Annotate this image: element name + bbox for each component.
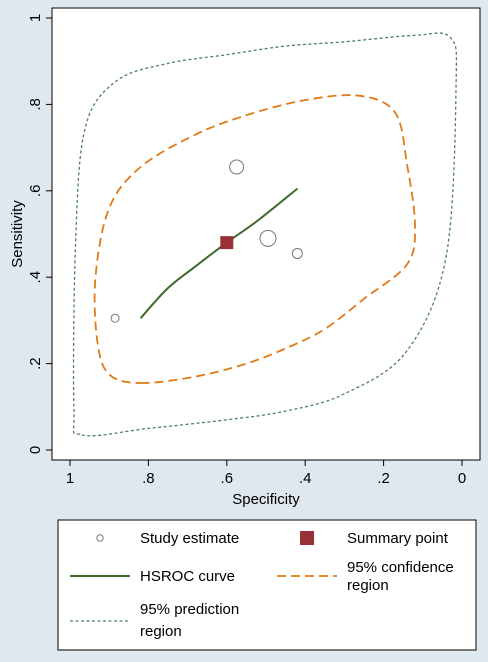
- y-tick-label: 1: [27, 14, 44, 22]
- study-estimate-point: [259, 229, 277, 247]
- y-tick-label: 0: [27, 446, 44, 454]
- y-tick-label: .4: [27, 271, 44, 284]
- legend-summary-label: Summary point: [347, 530, 449, 547]
- x-tick-label: .2: [377, 470, 390, 487]
- legend-summary-symbol: [300, 531, 314, 545]
- legend-conf-label-line2: region: [347, 577, 389, 594]
- y-tick-label: .6: [27, 185, 44, 198]
- y-tick-label: .8: [27, 98, 44, 111]
- x-tick-label: 0: [458, 470, 466, 487]
- x-axis-title: Specificity: [232, 491, 300, 508]
- summary-point: [220, 236, 234, 250]
- x-tick-label: .4: [299, 470, 312, 487]
- hsroc-curve: [139, 187, 299, 319]
- legend-box: [57, 519, 477, 651]
- legend-study-label: Study estimate: [140, 530, 239, 547]
- study-estimate-point: [291, 247, 303, 259]
- regions: [72, 32, 458, 437]
- confidence-region: [93, 94, 416, 384]
- legend-hsroc-label: HSROC curve: [140, 568, 235, 585]
- x-tick-label: .6: [221, 470, 234, 487]
- marks: [110, 159, 303, 323]
- legend-conf-label-line1: 95% confidence: [347, 559, 454, 576]
- study-estimate-point: [110, 313, 120, 323]
- y-ticks: 0 .2 .4 .6 .8 1: [27, 14, 52, 454]
- y-tick-label: .2: [27, 357, 44, 370]
- legend-pred-label-line2: region: [140, 623, 182, 640]
- x-tick-label: .8: [142, 470, 155, 487]
- prediction-region: [72, 32, 458, 437]
- legend-pred-label-line1: 95% prediction: [140, 601, 239, 618]
- legend: Study estimate Summary point HSROC curve…: [57, 519, 477, 651]
- x-tick-label: 1: [66, 470, 74, 487]
- legend-study-symbol: [96, 534, 104, 542]
- plot-area: [51, 7, 481, 461]
- y-axis-title: Sensitivity: [9, 200, 26, 268]
- study-estimate-point: [229, 159, 245, 175]
- x-ticks: 1 .8 .6 .4 .2 0: [66, 460, 466, 487]
